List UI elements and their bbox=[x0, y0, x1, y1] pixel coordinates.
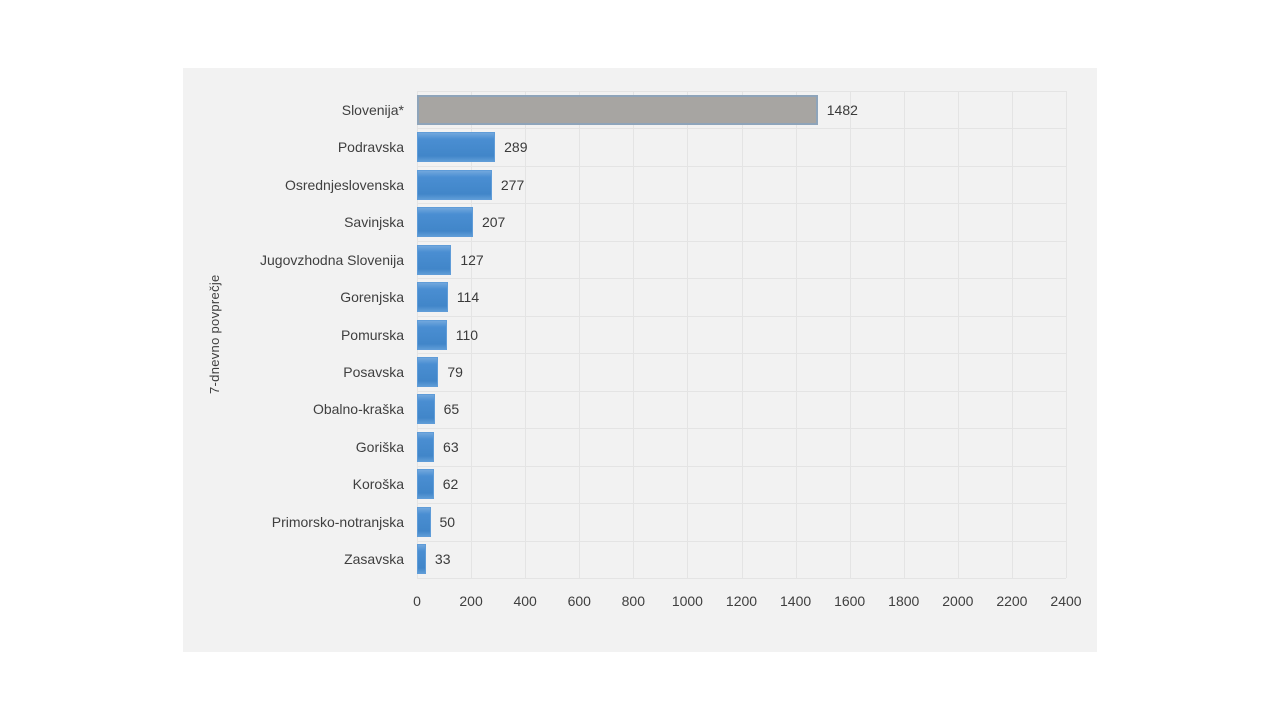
vertical-gridline bbox=[1066, 91, 1067, 578]
horizontal-gridline bbox=[417, 390, 1066, 392]
vertical-gridline bbox=[633, 91, 635, 578]
x-tick-label: 1400 bbox=[780, 593, 812, 609]
horizontal-gridline bbox=[417, 465, 1066, 467]
value-label: 1482 bbox=[826, 101, 858, 118]
category-label: Podravska bbox=[337, 139, 404, 156]
category-label: Obalno-kraška bbox=[312, 401, 404, 418]
x-tick-label: 400 bbox=[513, 593, 537, 609]
x-tick-label: 1800 bbox=[888, 593, 920, 609]
category-label: Slovenija* bbox=[341, 101, 404, 118]
value-label: 79 bbox=[447, 363, 463, 380]
vertical-gridline bbox=[903, 91, 905, 578]
x-tick-label: 2000 bbox=[942, 593, 974, 609]
chart-panel: 7-dnevno povprečje 1482 289 277 207 127 114 11… bbox=[183, 68, 1097, 652]
horizontal-gridline bbox=[417, 428, 1066, 430]
x-tick-label: 0 bbox=[413, 593, 421, 609]
plot-area: 1482 289 277 207 127 114 110 79 65 63 62 50 33 bbox=[417, 91, 1067, 579]
category-label: Jugovzhodna Slovenija bbox=[260, 251, 404, 268]
x-tick-label: 1000 bbox=[671, 593, 703, 609]
category-label: Primorsko-notranjska bbox=[271, 513, 404, 530]
value-label: 289 bbox=[504, 139, 528, 156]
x-tick-label: 800 bbox=[621, 593, 646, 609]
vertical-gridline bbox=[1011, 91, 1013, 578]
value-label: 65 bbox=[443, 401, 460, 418]
category-label: Savinjska bbox=[344, 214, 404, 231]
category-label: Zasavska bbox=[344, 551, 404, 568]
vertical-gridline bbox=[849, 91, 851, 578]
x-tick-label: 600 bbox=[567, 593, 591, 609]
vertical-gridline bbox=[957, 91, 959, 578]
vertical-gridline bbox=[525, 91, 527, 578]
value-label: 62 bbox=[442, 476, 459, 493]
bar bbox=[417, 469, 434, 500]
category-label: Goriška bbox=[355, 438, 404, 455]
vertical-gridline bbox=[741, 91, 743, 578]
bar bbox=[417, 169, 492, 200]
value-label: 207 bbox=[481, 214, 506, 231]
x-tick-label: 2400 bbox=[1050, 593, 1082, 609]
value-label: 50 bbox=[439, 513, 456, 530]
horizontal-gridline bbox=[417, 353, 1066, 355]
value-label: 277 bbox=[500, 176, 525, 193]
vertical-gridline bbox=[687, 91, 689, 578]
horizontal-gridline bbox=[417, 540, 1066, 542]
bar bbox=[417, 356, 439, 387]
horizontal-gridline bbox=[417, 91, 1066, 92]
horizontal-gridline bbox=[417, 128, 1066, 130]
bar bbox=[417, 244, 452, 275]
vertical-gridline bbox=[471, 91, 473, 578]
bar bbox=[417, 431, 435, 462]
bar bbox=[417, 319, 447, 350]
value-label: 114 bbox=[456, 289, 480, 306]
x-tick-label: 2200 bbox=[996, 593, 1028, 609]
vertical-gridline bbox=[579, 91, 581, 578]
bar bbox=[417, 544, 426, 575]
category-label: Pomurska bbox=[340, 326, 404, 343]
category-label: Koroška bbox=[352, 476, 404, 493]
horizontal-gridline bbox=[417, 315, 1066, 317]
x-tick-label: 200 bbox=[459, 593, 483, 609]
category-label: Osrednjeslovenska bbox=[284, 176, 404, 193]
bar bbox=[417, 282, 448, 313]
vertical-gridline bbox=[795, 91, 797, 578]
x-tick-label: 1600 bbox=[834, 593, 866, 609]
horizontal-gridline bbox=[417, 503, 1066, 505]
value-label: 127 bbox=[460, 251, 484, 268]
category-label: Posavska bbox=[343, 363, 404, 380]
value-label: 33 bbox=[434, 551, 451, 568]
y-axis-title: 7-dnevno povprečje bbox=[207, 274, 222, 395]
category-label: Gorenjska bbox=[340, 289, 404, 306]
value-label: 63 bbox=[443, 438, 459, 455]
horizontal-gridline bbox=[417, 240, 1066, 242]
bar bbox=[417, 506, 431, 537]
horizontal-gridline bbox=[417, 165, 1066, 167]
horizontal-gridline bbox=[417, 203, 1066, 205]
value-label: 110 bbox=[455, 326, 479, 343]
bar bbox=[417, 132, 496, 163]
bar-total-highlight bbox=[417, 94, 818, 125]
bar bbox=[417, 394, 435, 425]
bar bbox=[417, 207, 473, 238]
x-tick-label: 1200 bbox=[725, 593, 758, 609]
horizontal-gridline bbox=[417, 578, 1066, 579]
horizontal-gridline bbox=[417, 278, 1066, 280]
